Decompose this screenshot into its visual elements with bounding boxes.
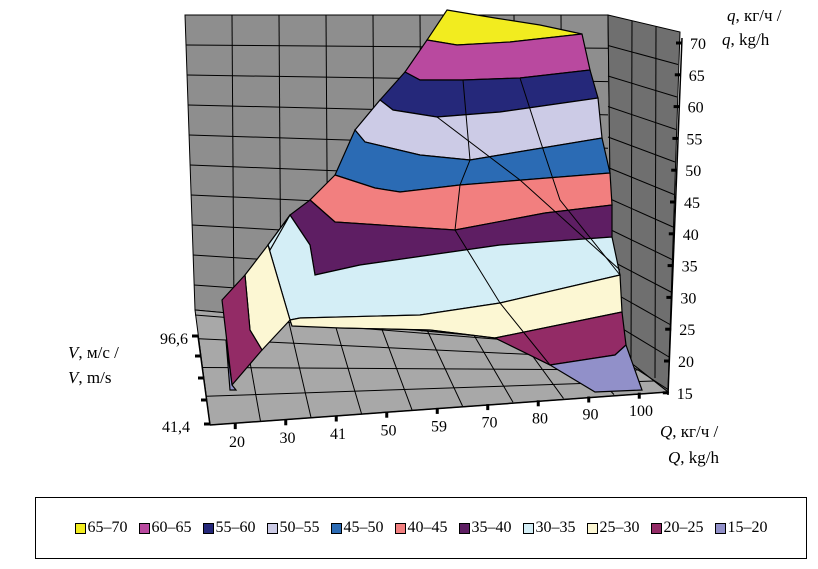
legend-label: 50–55 <box>279 519 320 536</box>
y-axis-title-ru: V, м/с / <box>68 343 119 362</box>
gridline <box>206 380 655 397</box>
legend-label: 15–20 <box>727 519 768 536</box>
x-axis-title-ru: Q, кг/ч / <box>660 422 719 441</box>
surface-bands <box>221 9 643 393</box>
legend-item: 25–30 <box>586 519 640 537</box>
gridline <box>607 75 678 98</box>
legend-label: 60–65 <box>151 519 192 536</box>
z-tick-label: 30 <box>680 290 696 307</box>
legend-swatch <box>330 522 342 534</box>
legend-item: 40–45 <box>394 519 448 537</box>
z-tick-label: 25 <box>679 322 695 339</box>
x-tick-label: 80 <box>532 411 548 428</box>
gridline <box>607 45 679 65</box>
legend-swatch <box>650 522 662 534</box>
legend-swatch <box>458 522 470 534</box>
legend-item: 60–65 <box>138 519 192 537</box>
legend-item: 20–25 <box>650 519 704 537</box>
surface-mesh-line <box>339 327 551 366</box>
x-tick-label: 59 <box>431 418 447 435</box>
legend-label: 35–40 <box>471 519 512 536</box>
x-axis-title-en: Q, kg/h <box>668 448 720 467</box>
surface-band-15–20 <box>548 343 643 393</box>
gridline <box>607 228 673 260</box>
legend-swatch <box>394 522 406 534</box>
legend-item: 30–35 <box>522 519 576 537</box>
gridline <box>607 167 675 195</box>
z-axis-line <box>667 37 683 396</box>
y-tick-label: 96,6 <box>160 331 188 348</box>
z-tick-label: 45 <box>684 195 700 212</box>
legend-label: 65–70 <box>87 519 128 536</box>
z-tick-label: 65 <box>689 68 705 85</box>
x-tick-label: 41 <box>330 426 346 443</box>
z-tick-label: 60 <box>688 100 704 117</box>
legend-swatch <box>586 522 598 534</box>
legend-item: 45–50 <box>330 519 384 537</box>
y-axis-line <box>197 335 211 426</box>
legend-label: 20–25 <box>663 519 704 536</box>
x-tick-label: 30 <box>280 430 296 447</box>
x-tick-label: 70 <box>482 415 498 432</box>
legend-swatch <box>202 522 214 534</box>
gridline <box>654 25 657 379</box>
z-tick-label: 15 <box>677 386 693 403</box>
legend-swatch <box>266 522 278 534</box>
legend-item: 50–55 <box>266 519 320 537</box>
gridline <box>607 258 672 293</box>
z-tick-label: 20 <box>678 354 694 371</box>
legend-label: 30–35 <box>535 519 576 536</box>
z-axis-title-en: q, kg/h <box>722 30 770 49</box>
legend-label: 25–30 <box>599 519 640 536</box>
x-tick-label: 20 <box>229 434 245 451</box>
chart-axes: 70 65 60 55 50 45 40 35 30 25 20 15 20 30 41 50 59 70 80 90… <box>160 36 706 451</box>
legend-label: 40–45 <box>407 519 448 536</box>
z-tick-label: 35 <box>682 259 698 276</box>
legend-item: 65–70 <box>74 519 128 537</box>
z-tick-label: 70 <box>690 36 706 53</box>
z-tick-label: 50 <box>685 163 701 180</box>
legend-label: 45–50 <box>343 519 384 536</box>
gridline <box>630 20 633 364</box>
x-tick-label: 50 <box>381 422 397 439</box>
y-axis-title-en: V, m/s <box>68 368 112 387</box>
legend-item: 55–60 <box>202 519 256 537</box>
surface-mesh-line <box>519 77 621 276</box>
z-axis-title-ru: q, кг/ч / <box>727 6 782 25</box>
surface-band-15–20 <box>225 339 238 391</box>
gridline <box>607 197 674 228</box>
surface-chart: 70 65 60 55 50 45 40 35 30 25 20 15 20 30 41 50 59 70 80 90… <box>160 9 706 451</box>
x-tick-label: 90 <box>583 407 599 424</box>
z-tick-label: 40 <box>683 227 699 244</box>
legend-swatch <box>522 522 534 534</box>
legend-label: 55–60 <box>215 519 256 536</box>
z-tick-label: 55 <box>686 131 702 148</box>
chart-legend: 65–70 60–65 55–60 50–55 45–50 40–45 35–40 30–35… <box>35 497 807 559</box>
y-tick-label: 41,4 <box>162 419 190 436</box>
legend-item: 35–40 <box>458 519 512 537</box>
x-tick-label: 100 <box>629 403 653 420</box>
legend-swatch <box>74 522 86 534</box>
legend-swatch <box>714 522 726 534</box>
surface-mesh-line <box>436 116 621 271</box>
legend-swatch <box>138 522 150 534</box>
gridline <box>607 136 676 163</box>
gridline <box>231 14 235 315</box>
surface-mesh-line <box>454 79 551 366</box>
legend-item: 15–20 <box>714 519 768 537</box>
gridline <box>607 106 677 130</box>
